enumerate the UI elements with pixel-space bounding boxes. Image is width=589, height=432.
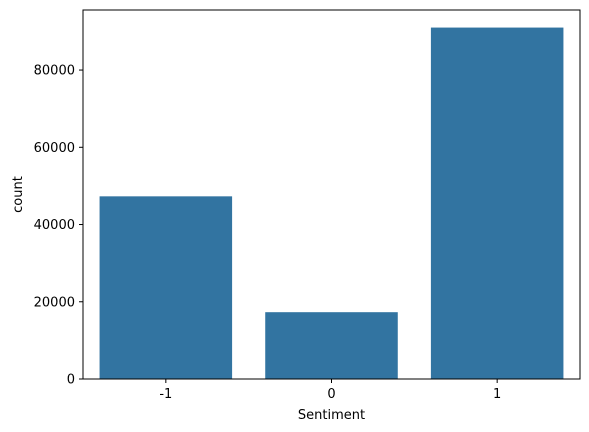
x-tick-label: 0	[327, 387, 335, 402]
plot-frame	[82, 9, 581, 380]
bar-0	[265, 312, 398, 379]
x-tick-label: 1	[493, 387, 501, 402]
y-tick-label: 60000	[34, 141, 75, 156]
y-axis-ticks: 0 20000 40000 60000 80000	[34, 64, 83, 388]
bar--1	[99, 196, 233, 379]
y-tick-label: 40000	[34, 218, 75, 233]
bars-group	[99, 27, 564, 379]
bar-1	[430, 27, 564, 379]
x-tick-label: -1	[159, 387, 172, 402]
y-axis-label: count	[11, 176, 26, 213]
x-axis-label: Sentiment	[298, 408, 365, 423]
y-tick-label: 20000	[34, 295, 75, 310]
x-axis-ticks: -1 0 1	[159, 379, 501, 402]
y-tick-label: 0	[67, 373, 75, 388]
y-tick-label: 80000	[34, 64, 75, 79]
